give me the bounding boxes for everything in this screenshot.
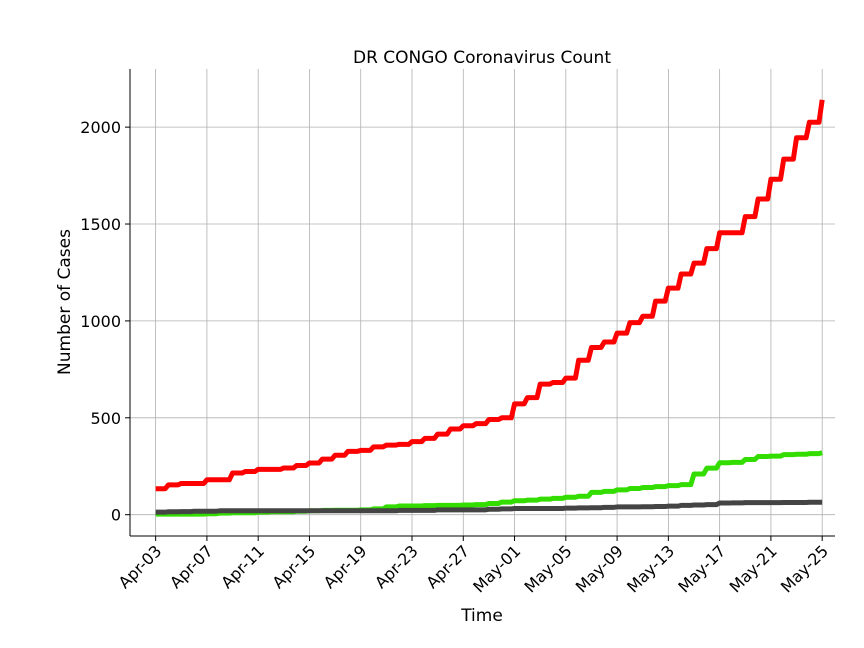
x-ticks: Apr-03 Apr-07 Apr-11 Apr-15 Apr-19 Apr-23 Apr-…	[115, 536, 832, 597]
axes	[129, 69, 835, 537]
y-tick-label: 1000	[80, 312, 121, 331]
x-tick-label: May-21	[726, 541, 781, 596]
y-tick-label: 0	[111, 506, 121, 525]
series-line-2	[155, 499, 823, 515]
y-tick-label: 2000	[80, 118, 121, 137]
x-tick-label: Apr-19	[320, 541, 371, 592]
x-tick-label: May-05	[521, 541, 576, 596]
x-tick-label: Apr-15	[269, 541, 320, 592]
x-tick-label: Apr-27	[422, 541, 473, 592]
x-tick-label: Apr-07	[166, 541, 217, 592]
grid-lines	[130, 69, 835, 536]
chart-title: DR CONGO Coronavirus Count	[353, 48, 611, 68]
x-axis-title: Time	[460, 606, 503, 626]
y-axis-title: Number of Cases	[55, 229, 75, 375]
y-ticks: 0 500 1000 1500 2000	[80, 118, 130, 525]
y-tick-label: 500	[90, 409, 121, 428]
x-tick-label: May-17	[674, 541, 729, 596]
x-tick-label: Apr-03	[115, 541, 166, 592]
x-tick-label: Apr-11	[217, 541, 268, 592]
series-line-0	[155, 99, 825, 492]
x-tick-label: May-09	[572, 541, 627, 596]
x-tick-label: May-01	[469, 541, 524, 596]
x-tick-label: May-13	[623, 541, 678, 596]
x-tick-label: May-25	[777, 541, 832, 596]
x-tick-label: Apr-23	[371, 541, 422, 592]
series-lines	[155, 99, 825, 517]
y-tick-label: 1500	[80, 215, 121, 234]
